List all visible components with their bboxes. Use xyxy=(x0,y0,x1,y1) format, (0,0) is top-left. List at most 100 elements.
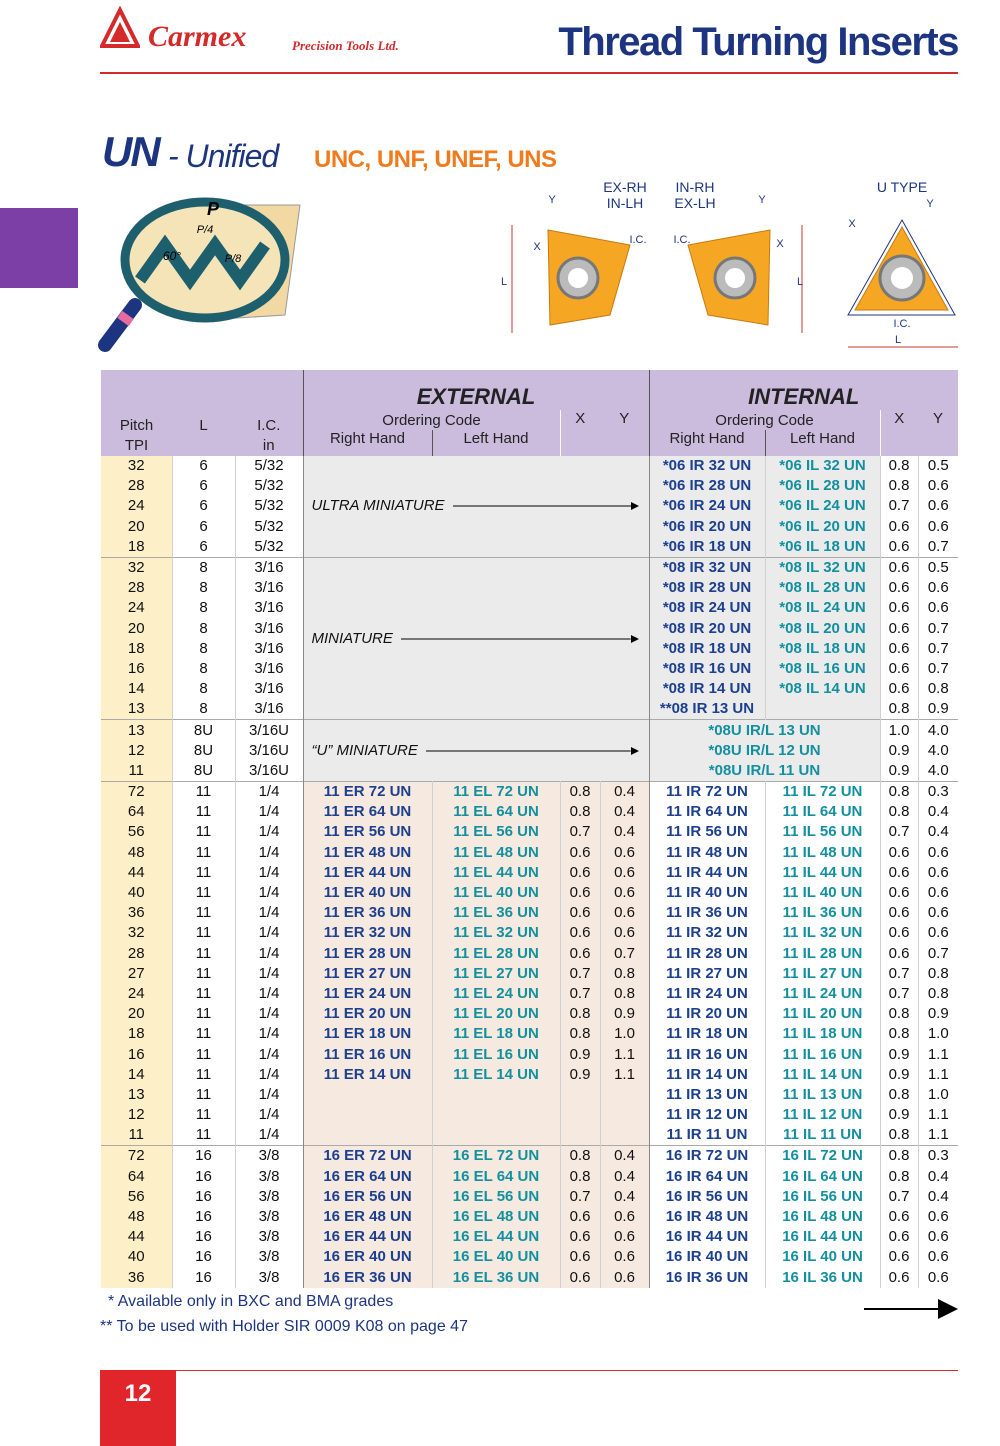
ext-left-hand: 11 EL 32 UN xyxy=(432,923,561,944)
ext-right-hand: 16 ER 44 UN xyxy=(303,1227,433,1248)
ic: 1/4 xyxy=(235,882,304,904)
int-y: 0.6 xyxy=(927,579,949,597)
int-x: 0.6 xyxy=(880,1267,919,1288)
int-left-hand: *06 IL 20 UN xyxy=(765,516,881,537)
head-tpi: TPI xyxy=(124,437,149,454)
ext-x: 0.6 xyxy=(560,1267,601,1288)
length: 16 xyxy=(172,1166,236,1187)
length: 11 xyxy=(172,963,236,984)
ext-x xyxy=(560,1105,601,1126)
ext-x: 0.8 xyxy=(560,1145,601,1167)
int-right-hand: 16 IR 72 UN xyxy=(649,1145,766,1167)
length: 6 xyxy=(172,476,236,497)
ext-left-hand: 11 EL 64 UN xyxy=(432,802,561,823)
length: 8 xyxy=(172,578,236,599)
int-y: 4.0 xyxy=(918,719,959,741)
int-left-hand: *08 IL 28 UN xyxy=(765,578,881,599)
ic: 1/4 xyxy=(235,963,304,984)
ext-y: 0.6 xyxy=(600,923,650,944)
int-y: 1.0 xyxy=(927,1025,949,1043)
ext-left-hand: 11 EL 44 UN xyxy=(432,862,561,883)
label-angle: 60° xyxy=(163,249,181,263)
int-left-hand: 11 IL 20 UN xyxy=(765,1004,881,1025)
int-right-hand: *06 IR 24 UN xyxy=(649,496,766,517)
ext-left-hand: 11 EL 20 UN xyxy=(432,1004,561,1025)
length: 11 xyxy=(172,1105,236,1126)
label-x: X xyxy=(848,218,856,230)
int-right-hand: 16 IR 36 UN xyxy=(649,1267,766,1288)
table-row: 11 11 1/4 11 IR 11 UN 11 IL 11 UN 0.8 1.1 xyxy=(101,1125,958,1146)
int-right-hand: 11 IR 13 UN xyxy=(649,1084,766,1105)
label-ex-lh: EX-LH xyxy=(674,195,715,211)
head-ordering-code: Ordering Code xyxy=(303,410,560,430)
length: 16 xyxy=(172,1267,236,1288)
int-x: 0.7 xyxy=(880,822,919,843)
pitch: 14 xyxy=(101,679,173,700)
label-ic: I.C. xyxy=(629,234,646,246)
ext-left-hand: 11 EL 16 UN xyxy=(432,1044,561,1065)
int-y: 1.1 xyxy=(927,1126,949,1144)
arrow xyxy=(425,750,631,752)
length: 11 xyxy=(172,1064,236,1085)
int-y: 0.7 xyxy=(927,537,949,555)
table-row: 40 11 1/4 11 ER 40 UN 11 EL 40 UN 0.6 0.6 11 IR… xyxy=(101,882,958,904)
pitch: 36 xyxy=(101,1267,173,1288)
ext-x: 0.7 xyxy=(560,963,601,984)
int-left-hand: 11 IL 40 UN xyxy=(765,882,881,904)
ext-y: 0.4 xyxy=(600,822,650,843)
int-left-hand: 11 IL 27 UN xyxy=(765,963,881,984)
pitch: 48 xyxy=(101,842,173,863)
int-left-hand: 11 IL 14 UN xyxy=(765,1064,881,1085)
label-y: Y xyxy=(548,194,556,206)
label-p: P xyxy=(207,199,220,219)
head-left-hand: Left Hand xyxy=(432,430,560,456)
int-y: 0.6 xyxy=(927,599,949,617)
ext-y: 0.8 xyxy=(600,983,650,1005)
ic: 3/16 xyxy=(235,556,304,579)
int-x: 0.6 xyxy=(880,882,919,904)
int-x: 0.6 xyxy=(880,1247,919,1268)
head-in: in xyxy=(262,437,275,454)
length: 6 xyxy=(172,456,236,477)
label-p4: P/4 xyxy=(197,224,214,236)
brand: Carmex xyxy=(148,20,247,53)
int-x: 0.8 xyxy=(880,802,919,823)
int-left-hand: 11 IL 72 UN xyxy=(765,781,881,803)
length: 11 xyxy=(172,1084,236,1105)
pitch: 56 xyxy=(101,822,173,843)
int-right-hand: 11 IR 27 UN xyxy=(649,963,766,984)
int-right-hand: *08 IR 18 UN xyxy=(649,638,766,659)
section-name: - Unified xyxy=(168,138,279,174)
brand-sub: Precision Tools Ltd. xyxy=(292,38,399,53)
table-row: 32 6 5/32 ULTRA MINIATURE *06 IR 32 UN *06 IL… xyxy=(101,456,958,558)
ext-right-hand: 11 ER 27 UN xyxy=(303,963,433,984)
pitch: 56 xyxy=(101,1186,173,1207)
length: 11 xyxy=(172,1004,236,1025)
int-x: 0.9 xyxy=(880,760,919,782)
table-row: 27 11 1/4 11 ER 27 UN 11 EL 27 UN 0.7 0.8 11 IR… xyxy=(101,963,958,984)
table-row: 28 6 5/32 *06 IR 28 UN *06 IL 28 UN 0.8 0.6 xyxy=(101,476,958,497)
int-right-hand: **08 IR 13 UN xyxy=(649,699,766,720)
length: 6 xyxy=(172,536,236,558)
length: 11 xyxy=(172,923,236,944)
length: 11 xyxy=(172,842,236,863)
ic: 3/8 xyxy=(235,1186,304,1207)
length: 11 xyxy=(172,1024,236,1045)
ext-y: 0.9 xyxy=(600,1004,650,1025)
int-right-hand: 11 IR 18 UN xyxy=(649,1024,766,1045)
int-right-hand: 16 IR 40 UN xyxy=(649,1247,766,1268)
ext-x: 0.8 xyxy=(560,1024,601,1045)
length: 8 xyxy=(172,699,236,720)
ext-right-hand: 11 ER 64 UN xyxy=(303,802,433,823)
ic: 1/4 xyxy=(235,983,304,1005)
int-left-hand: *06 IL 24 UN xyxy=(765,496,881,517)
int-x: 0.6 xyxy=(880,943,919,964)
length: 16 xyxy=(172,1145,236,1167)
ext-y: 0.4 xyxy=(600,1186,650,1207)
ic: 3/16U xyxy=(235,719,304,741)
ext-right-hand: 16 ER 56 UN xyxy=(303,1186,433,1207)
int-y: 0.9 xyxy=(927,1005,949,1023)
int-x: 0.6 xyxy=(880,556,919,579)
ext-left-hand: 11 EL 28 UN xyxy=(432,943,561,964)
pitch: 28 xyxy=(101,578,173,599)
